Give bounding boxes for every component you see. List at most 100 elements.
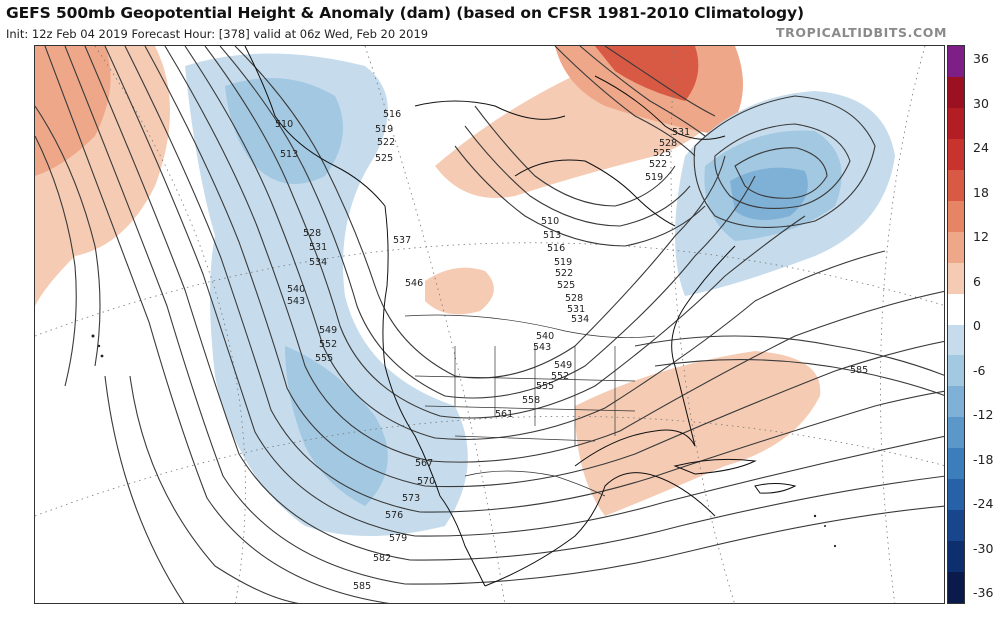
colorbar-label: -18 bbox=[973, 451, 994, 467]
contour-label: 546 bbox=[405, 278, 423, 289]
contour-label: 576 bbox=[385, 510, 403, 521]
contour-label: 519 bbox=[554, 257, 572, 268]
contour-label: 531 bbox=[309, 242, 327, 253]
contour-label: 537 bbox=[393, 235, 411, 246]
gulf-coast bbox=[574, 429, 696, 467]
islands bbox=[91, 334, 837, 548]
positive-anomaly-southeast bbox=[575, 351, 821, 516]
political-borders bbox=[404, 314, 656, 497]
contour-label: 531 bbox=[567, 304, 585, 315]
map-title: GEFS 500mb Geopotential Height & Anomaly… bbox=[6, 4, 804, 22]
colorbar-label: 36 bbox=[973, 51, 989, 66]
colorbar-segment bbox=[948, 324, 964, 356]
contour-label: 540 bbox=[287, 284, 305, 295]
colorbar-segment bbox=[948, 479, 964, 511]
contour-label: 525 bbox=[557, 280, 575, 291]
contour-label: 573 bbox=[402, 493, 420, 504]
contour-label: 540 bbox=[536, 331, 554, 342]
colorbar-segment bbox=[948, 293, 964, 325]
contour-label: 510 bbox=[541, 216, 559, 227]
greenland-coast bbox=[594, 75, 726, 140]
colorbar-segment bbox=[948, 417, 964, 449]
hudson-bay-coast bbox=[514, 159, 676, 227]
colorbar-segment bbox=[948, 138, 964, 171]
contour-label: 558 bbox=[522, 395, 540, 406]
negative-anomaly-gulf-of-alaska-core bbox=[225, 78, 343, 184]
colorbar-label: -12 bbox=[973, 407, 994, 423]
contour-label: 549 bbox=[319, 325, 337, 336]
graticule bbox=[35, 46, 944, 603]
pacific-northwest-coast bbox=[382, 205, 441, 497]
contour-label: 534 bbox=[571, 314, 589, 325]
anomaly-colorbar bbox=[947, 45, 965, 604]
contour-label: 534 bbox=[309, 257, 327, 268]
colorbar-label: 12 bbox=[973, 229, 989, 245]
contour-label: 567 bbox=[415, 458, 433, 469]
contour-label: 522 bbox=[555, 268, 573, 279]
positive-anomaly-plains bbox=[425, 267, 494, 315]
contour-label: 516 bbox=[383, 109, 401, 120]
hispaniola-outline bbox=[754, 483, 797, 494]
map-subtitle: Init: 12z Feb 04 2019 Forecast Hour: [37… bbox=[6, 27, 429, 41]
coastlines bbox=[244, 46, 797, 587]
colorbar-label: 30 bbox=[973, 95, 989, 111]
colorbar-segment bbox=[948, 169, 964, 202]
contour-label: 525 bbox=[375, 153, 393, 164]
map-panel: 510 513 516 519 522 525 528 531 534 537 … bbox=[34, 45, 945, 604]
contour-label: 543 bbox=[287, 296, 305, 307]
colorbar-label: 18 bbox=[973, 184, 989, 200]
colorbar-segment bbox=[948, 448, 964, 480]
contour-label: 585 bbox=[850, 365, 868, 376]
contour-label: 513 bbox=[543, 230, 561, 241]
colorbar-segment bbox=[948, 231, 964, 264]
colorbar-label: 6 bbox=[973, 273, 981, 289]
brand-watermark: TROPICALTIDBITS.COM bbox=[776, 25, 947, 40]
contour-label: 528 bbox=[659, 138, 677, 149]
contour-label: 525 bbox=[653, 148, 671, 159]
height-contours bbox=[35, 46, 944, 603]
contour-label: 513 bbox=[280, 149, 298, 160]
contour-label: 582 bbox=[373, 553, 391, 564]
contour-labels: 510 513 516 519 522 525 528 531 534 537 … bbox=[275, 109, 868, 592]
colorbar-segment bbox=[948, 386, 964, 418]
colorbar-segment bbox=[948, 107, 964, 140]
colorbar-segment bbox=[948, 76, 964, 109]
colorbar-segment bbox=[948, 262, 964, 295]
anomaly-shading bbox=[35, 46, 895, 536]
contour-label: 528 bbox=[303, 228, 321, 239]
colorbar-label: 24 bbox=[973, 140, 989, 156]
colorbar-label: -30 bbox=[973, 540, 994, 556]
contour-label: 522 bbox=[377, 137, 395, 148]
contour-label: 552 bbox=[551, 371, 569, 382]
contour-label: 552 bbox=[319, 339, 337, 350]
colorbar-segment bbox=[948, 541, 964, 573]
negative-anomaly-north-atlantic-core bbox=[730, 167, 808, 220]
colorbar-label: 0 bbox=[973, 318, 981, 334]
colorbar-segment bbox=[948, 46, 964, 78]
colorbar-segment bbox=[948, 510, 964, 542]
contour-label: 543 bbox=[533, 342, 551, 353]
negative-anomaly-gulf-of-alaska bbox=[185, 53, 468, 536]
contour-label: 549 bbox=[554, 360, 572, 371]
colorbar-label: -6 bbox=[973, 362, 986, 378]
negative-anomaly-southwest bbox=[285, 346, 388, 506]
colorbar-segment bbox=[948, 355, 964, 387]
colorbar-segment bbox=[948, 200, 964, 233]
contour-label: 522 bbox=[649, 159, 667, 170]
colorbar-label: -36 bbox=[973, 585, 994, 601]
contour-label: 585 bbox=[353, 581, 371, 592]
alaska-coast bbox=[244, 46, 386, 207]
cuba-outline bbox=[673, 458, 757, 475]
contour-label: 561 bbox=[495, 409, 513, 420]
contour-label: 510 bbox=[275, 119, 293, 130]
contour-label: 519 bbox=[645, 172, 663, 183]
colorbar-segment bbox=[948, 572, 964, 604]
contour-label: 555 bbox=[315, 353, 333, 364]
positive-anomaly-west-pacific-core bbox=[35, 46, 111, 176]
contour-label: 531 bbox=[672, 127, 690, 138]
contour-label: 570 bbox=[417, 476, 435, 487]
map-canvas: 510 513 516 519 522 525 528 531 534 537 … bbox=[35, 46, 944, 603]
contour-label: 555 bbox=[536, 381, 554, 392]
contour-label: 516 bbox=[547, 243, 565, 254]
contour-label: 519 bbox=[375, 124, 393, 135]
